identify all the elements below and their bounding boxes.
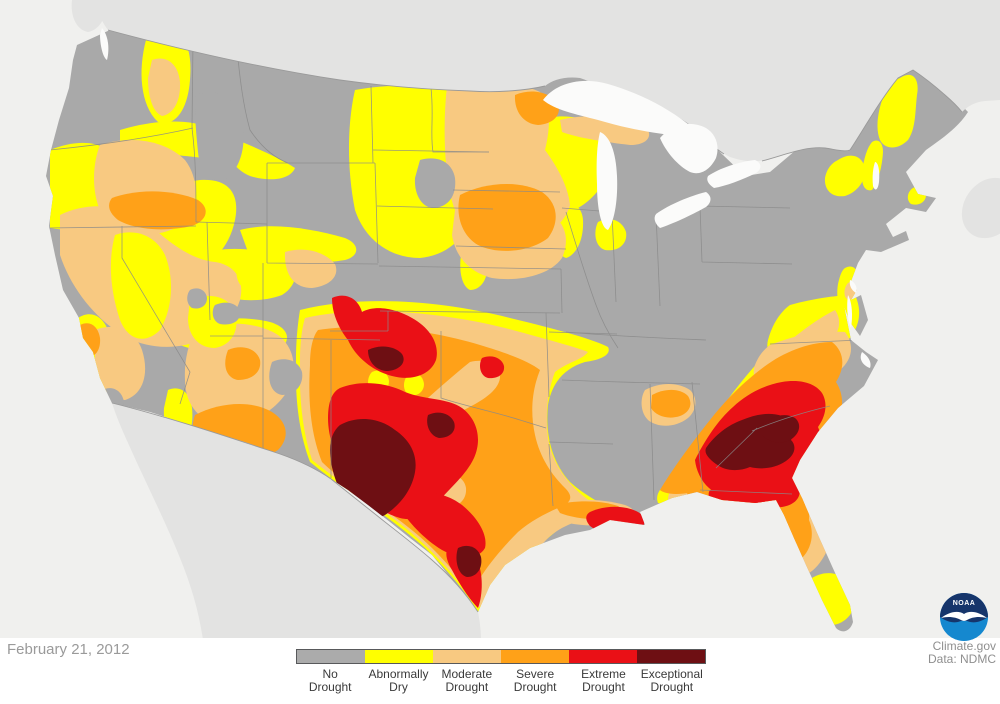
legend-color-bar <box>296 649 706 664</box>
state-borders-shape <box>545 312 554 507</box>
legend-swatch-moderate-drought <box>433 650 501 663</box>
state-borders-shape <box>195 221 268 225</box>
lake-erie <box>654 192 711 228</box>
noaa-logo-seagull-icon <box>941 611 987 621</box>
state-borders-shape <box>561 331 707 385</box>
drought-layer-moderate-shape <box>95 326 146 400</box>
state-borders-shape <box>370 85 374 164</box>
state-borders-shape <box>699 205 793 265</box>
no-drought-islands-shape <box>212 302 241 325</box>
state-borders-shape <box>330 311 389 332</box>
no-drought-islands <box>98 92 456 417</box>
lake-ontario <box>707 160 761 188</box>
drought-legend: No Drought Abnormally Dry Moderate Drought … <box>296 649 706 694</box>
drought-layer-severe-shape <box>651 389 691 418</box>
drought-layer-moderate-shape <box>148 58 181 116</box>
state-borders-shape <box>121 226 191 405</box>
legend-label-abnormally-dry: Abnormally Dry <box>368 667 429 694</box>
drought-layer-extreme-shape <box>398 491 486 558</box>
lake-champlain <box>872 162 880 190</box>
noaa-logo: NOAA <box>939 592 989 642</box>
drought-layer-extreme-shape <box>480 356 505 379</box>
drought-layer-abnormally-dry-shape <box>595 219 627 251</box>
state-borders <box>47 39 861 507</box>
great-lakes <box>100 28 880 368</box>
drought-layer-inner-patches-shape <box>403 373 424 396</box>
state-borders-shape <box>715 339 861 469</box>
drought-layer-severe-shape <box>109 191 206 230</box>
legend-swatch-no-drought <box>297 650 365 663</box>
state-borders-shape <box>49 127 194 151</box>
drought-layer-severe-shape <box>458 184 556 251</box>
drought-layer-abnormally-dry-overlay-shape <box>110 232 172 339</box>
state-borders-shape <box>210 263 381 464</box>
state-borders-shape <box>452 189 567 250</box>
legend-swatch-severe-drought <box>501 650 569 663</box>
country-borders <box>107 29 963 613</box>
legend-swatch-exceptional-drought <box>637 650 705 663</box>
noaa-logo-text: NOAA <box>953 600 976 607</box>
no-drought-islands-shape <box>269 359 303 395</box>
state-borders-shape <box>430 87 489 153</box>
state-borders-shape <box>206 221 211 321</box>
country-borders-shape <box>849 69 963 151</box>
state-borders-shape <box>440 331 547 429</box>
mexico-region <box>112 403 481 640</box>
country-borders-shape <box>761 147 851 162</box>
drought-layer-exceptional-shape <box>368 346 404 371</box>
drought-layer-exceptional-shape <box>456 545 482 577</box>
legend-label-severe-drought: Severe Drought <box>513 667 557 694</box>
noaa-logo-graphic: NOAA <box>940 593 988 641</box>
state-borders-shape <box>372 149 562 314</box>
no-drought-islands-shape <box>195 92 244 181</box>
vancouver-island <box>71 0 107 32</box>
state-borders-shape <box>266 162 379 265</box>
footer-bar: February 21, 2012 No Drought Abnormally Dr… <box>0 638 1000 704</box>
lake-superior <box>543 80 692 136</box>
legend-swatch-abnormally-dry <box>365 650 433 663</box>
legend-label-exceptional-drought: Exceptional Drought <box>640 667 703 694</box>
legend-label-moderate-drought: Moderate Drought <box>441 667 493 694</box>
canada-region <box>95 0 1000 162</box>
pamlico-sound <box>860 352 871 368</box>
puget-sound <box>100 28 109 60</box>
state-borders-shape <box>191 39 197 223</box>
drought-layer-abnormally-dry-shape <box>824 155 866 197</box>
attribution-text: Climate.gov Data: NDMC <box>928 640 996 666</box>
drought-layer-severe-shape <box>225 347 261 380</box>
delaware-bay <box>849 280 857 293</box>
drought-layer-exceptional-shape <box>427 412 455 438</box>
no-drought-islands-shape <box>187 288 207 309</box>
attribution-site: Climate.gov <box>932 639 996 653</box>
country-borders-shape <box>107 29 546 93</box>
drought-layer-moderate-shape <box>284 249 337 288</box>
legend-swatch-extreme-drought <box>569 650 637 663</box>
legend-label-no-drought: No Drought <box>308 667 352 694</box>
legend-label-extreme-drought: Extreme Drought <box>581 667 626 694</box>
drought-layer-abnormally-dry-shape <box>877 74 918 148</box>
map-date-label: February 21, 2012 <box>7 641 130 658</box>
country-borders-shape <box>111 402 479 613</box>
drought-layer-exceptional-shape <box>762 415 800 443</box>
nova-scotia-region <box>961 177 1000 239</box>
chesapeake-bay <box>847 295 852 328</box>
drought-layer-extreme-shape <box>332 295 437 378</box>
legend-labels-row: No Drought Abnormally Dry Moderate Drought … <box>296 668 706 694</box>
attribution-data-source: Data: NDMC <box>927 652 996 666</box>
state-borders-shape <box>235 39 289 164</box>
lake-michigan <box>596 132 618 230</box>
lake-huron <box>660 123 718 174</box>
state-borders-shape <box>649 381 793 501</box>
no-drought-islands-shape <box>414 158 456 208</box>
